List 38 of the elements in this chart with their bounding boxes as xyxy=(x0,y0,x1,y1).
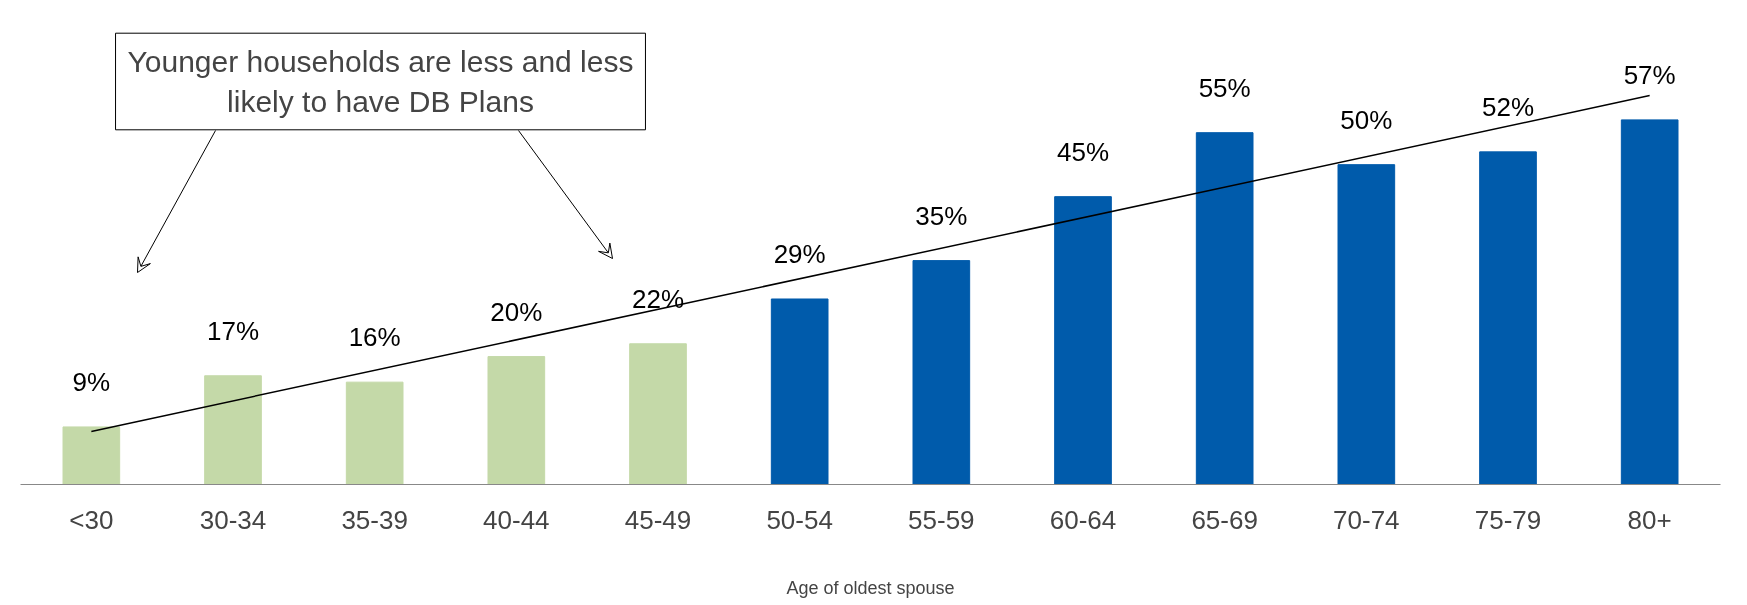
data-label: 22% xyxy=(631,283,685,314)
bar xyxy=(345,381,404,485)
data-label: 35% xyxy=(915,200,968,231)
data-label: 29% xyxy=(773,238,826,269)
bar xyxy=(487,356,546,485)
data-label: 52% xyxy=(1481,91,1535,122)
x-tick-label: <30 xyxy=(69,504,114,535)
x-tick-label: 50-54 xyxy=(766,504,833,535)
bar xyxy=(1195,132,1254,485)
data-label: 20% xyxy=(490,296,543,327)
data-label: 55% xyxy=(1198,72,1251,103)
data-label: 57% xyxy=(1623,59,1676,90)
data-label: 45% xyxy=(1056,136,1110,167)
bar xyxy=(1054,196,1112,485)
data-label: 50% xyxy=(1340,104,1393,135)
bar xyxy=(629,343,687,485)
x-tick-label: 35-39 xyxy=(341,504,408,535)
bar xyxy=(1620,119,1679,485)
annotation: Younger households are less and less likely to have DB Plans xyxy=(127,45,634,118)
x-tick-label: 80+ xyxy=(1627,504,1672,535)
bar xyxy=(912,260,971,485)
data-label: 17% xyxy=(206,315,260,346)
x-tick-label: 40-44 xyxy=(483,504,550,535)
data-label: 9% xyxy=(72,366,111,397)
x-tick-label: 55-59 xyxy=(908,504,975,535)
x-axis-title: Age of oldest spouse xyxy=(786,577,955,598)
data-label: 16% xyxy=(348,322,401,353)
bar xyxy=(62,426,121,485)
x-tick-label: 70-74 xyxy=(1333,504,1400,535)
x-tick-label: 75-79 xyxy=(1474,504,1542,535)
x-tick-label: 60-64 xyxy=(1049,504,1117,535)
bar xyxy=(1337,164,1396,485)
x-tick-label: 30-34 xyxy=(199,504,267,535)
x-tick-label: 65-69 xyxy=(1191,504,1258,535)
bar xyxy=(204,375,262,485)
bar xyxy=(1479,151,1537,485)
bar xyxy=(770,298,829,485)
x-tick-label: 45-49 xyxy=(624,504,692,535)
